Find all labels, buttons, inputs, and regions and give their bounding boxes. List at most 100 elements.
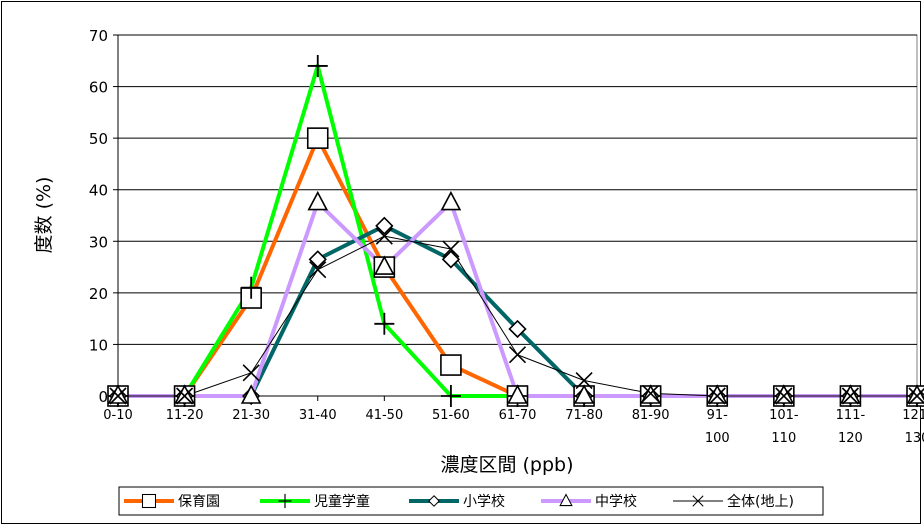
data-point — [242, 364, 260, 382]
triangle-marker — [507, 384, 528, 404]
data-point — [559, 493, 573, 507]
x-marker — [176, 387, 194, 405]
legend-label: 児童学童 — [314, 493, 370, 510]
data-point — [440, 354, 462, 376]
y-tick-label: 60 — [89, 79, 108, 97]
data-point — [107, 384, 129, 404]
triangle-marker — [174, 384, 195, 404]
plus-marker — [241, 276, 262, 299]
data-point — [174, 384, 195, 404]
triangle-marker — [240, 384, 262, 404]
data-point — [775, 387, 793, 405]
x-tick-label: 81-90 — [632, 408, 670, 423]
x-marker — [508, 346, 527, 364]
diamond-marker — [308, 250, 327, 269]
y-tick-label: 20 — [89, 285, 108, 303]
data-point — [141, 493, 157, 509]
data-point — [176, 387, 194, 405]
y-tick-label: 30 — [89, 233, 108, 251]
y-axis: 0 10 20 30 40 50 60 70 — [89, 27, 119, 406]
data-point — [240, 384, 262, 404]
plus-marker — [278, 493, 292, 509]
plot-area — [117, 34, 918, 397]
series-markers — [107, 54, 924, 407]
data-point — [375, 227, 393, 245]
data-point — [374, 312, 395, 335]
legend-label: 小学校 — [463, 493, 505, 510]
y-tick-label: 10 — [89, 336, 108, 354]
triangle-marker — [706, 384, 728, 404]
legend-label: 保育園 — [178, 494, 220, 510]
x-tick-label: 11-20 — [166, 408, 204, 423]
data-point — [642, 384, 660, 402]
legend-item: 全体(地上) — [673, 493, 794, 510]
data-point — [573, 384, 595, 404]
x-tick-label: 61-70 — [499, 408, 537, 423]
data-point — [692, 495, 704, 507]
triangle-marker — [573, 384, 595, 404]
y-axis-title: 度数 (%) — [33, 177, 55, 254]
data-point — [241, 276, 262, 299]
x-tick-label: 0-10 — [103, 408, 133, 423]
x-marker — [908, 387, 924, 405]
x-tick-label: 101-110 — [769, 408, 799, 446]
x-tick-label: 51-60 — [432, 408, 470, 423]
triangle-marker — [107, 384, 129, 404]
data-point — [278, 493, 292, 509]
triangle-marker — [440, 190, 462, 211]
x-tick-label: 111-120 — [836, 408, 866, 446]
square-marker — [306, 127, 329, 149]
triangle-marker — [307, 190, 329, 211]
x-marker — [692, 495, 704, 507]
x-tick-label: 21-30 — [232, 408, 270, 423]
data-point — [508, 319, 527, 339]
data-point — [309, 261, 327, 279]
data-point — [109, 387, 127, 405]
data-point — [773, 384, 795, 404]
data-point — [307, 190, 329, 211]
x-marker — [775, 387, 793, 405]
y-tick-label: 70 — [89, 27, 108, 45]
x-marker — [642, 384, 660, 402]
data-point — [440, 190, 462, 211]
data-point — [908, 387, 924, 405]
x-marker — [442, 240, 460, 258]
triangle-marker — [374, 255, 395, 275]
data-point — [440, 385, 461, 407]
data-point — [841, 387, 859, 405]
legend-item: 小学校 — [409, 493, 505, 510]
x-marker — [841, 387, 859, 405]
triangle-marker — [840, 384, 861, 404]
legend-label: 中学校 — [595, 493, 637, 510]
x-tick-label: 41-50 — [365, 408, 403, 423]
data-point — [428, 495, 440, 507]
data-point — [706, 384, 728, 404]
diamond-marker — [508, 319, 527, 339]
x-axis-title: 濃度区間 (ppb) — [440, 454, 573, 476]
data-point — [306, 127, 329, 149]
square-marker — [141, 493, 157, 509]
data-point — [508, 346, 527, 364]
data-point — [575, 371, 593, 390]
x-tick-label: 91-100 — [705, 408, 730, 446]
plus-marker — [440, 385, 461, 407]
square-marker — [440, 354, 462, 376]
x-marker — [375, 227, 393, 245]
plus-marker — [307, 54, 328, 77]
x-tick-label: 31-40 — [299, 408, 337, 423]
x-marker — [575, 371, 593, 390]
x-tick-label: 121-130 — [902, 408, 924, 446]
legend-item: 中学校 — [541, 493, 637, 510]
x-marker — [708, 387, 726, 405]
data-point — [307, 54, 328, 77]
legend: 保育園 児童学童 小学校 中学校 全体(地上) — [124, 493, 794, 510]
data-point — [374, 255, 395, 275]
triangle-marker — [559, 493, 573, 507]
x-axis: 0-10 11-20 21-30 31-40 41-50 51-60 61-70 71-80 8… — [103, 396, 924, 446]
data-point — [708, 387, 726, 405]
legend-label: 全体(地上) — [727, 493, 794, 510]
x-marker — [309, 261, 327, 279]
y-tick-label: 40 — [89, 182, 108, 200]
diamond-marker — [441, 250, 461, 269]
